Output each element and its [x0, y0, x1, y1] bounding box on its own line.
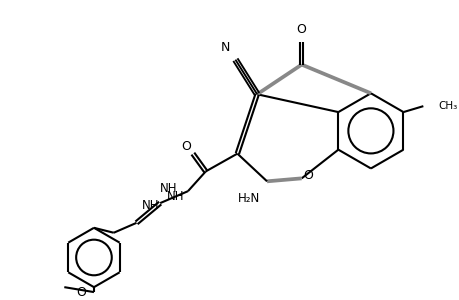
Text: NH: NH	[141, 199, 159, 212]
Text: O: O	[76, 286, 86, 298]
Text: NH: NH	[167, 190, 185, 203]
Text: CH₃: CH₃	[437, 101, 456, 111]
Text: O: O	[296, 23, 306, 37]
Text: O: O	[181, 140, 190, 153]
Text: NH: NH	[159, 182, 177, 195]
Text: O: O	[303, 169, 313, 182]
Text: N: N	[220, 41, 230, 54]
Text: H₂N: H₂N	[238, 192, 260, 205]
